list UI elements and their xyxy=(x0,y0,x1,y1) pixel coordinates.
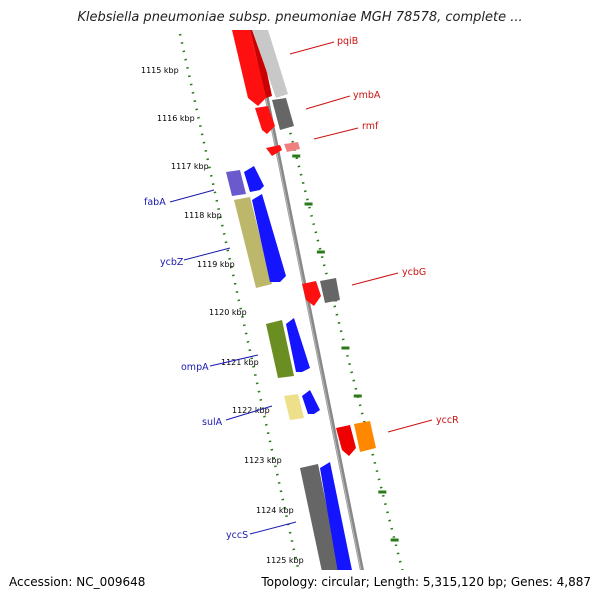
genome-summary: Topology: circular; Length: 5,315,120 bp… xyxy=(261,575,591,589)
label-leader-line xyxy=(351,272,399,286)
gene-label-sulA[interactable]: sulA xyxy=(202,417,223,428)
label-leader-line xyxy=(169,189,215,203)
gene-label-ymbA[interactable]: ymbA xyxy=(353,90,381,101)
kbp-tick-label: 1121 kbp xyxy=(221,358,259,367)
gene-ompA[interactable] xyxy=(266,318,310,378)
accession-text: Accession: NC_009648 xyxy=(9,575,146,589)
gene-label-ycbG[interactable]: ycbG xyxy=(402,267,426,278)
kbp-tick-label: 1118 kbp xyxy=(184,211,222,220)
label-leader-line xyxy=(289,41,335,55)
kbp-tick-label: 1115 kbp xyxy=(141,66,179,75)
gene-fabA[interactable] xyxy=(226,166,264,196)
kbp-tick-label: 1123 kbp xyxy=(244,456,282,465)
label-leader-line xyxy=(225,405,273,421)
label-leader-line xyxy=(305,95,351,110)
kbp-tick-label: 1116 kbp xyxy=(157,114,195,123)
map-title: Klebsiella pneumoniae subsp. pneumoniae … xyxy=(77,10,523,25)
gene-label-fabA[interactable]: fabA xyxy=(144,197,166,208)
tick-rail-left xyxy=(178,33,300,570)
gene-label-yccS[interactable]: yccS xyxy=(226,530,248,541)
gene-pqiB[interactable] xyxy=(232,30,288,106)
label-leader-line xyxy=(249,521,297,535)
kbp-tick-label: 1117 kbp xyxy=(171,162,209,171)
label-leader-line xyxy=(183,247,231,261)
gene-yccS[interactable] xyxy=(300,462,360,600)
gene-label-ompA[interactable]: ompA xyxy=(181,362,209,373)
gene-label-ycbZ[interactable]: ycbZ xyxy=(160,257,184,268)
gene-sulA[interactable] xyxy=(284,390,320,420)
kbp-tick-label: 1120 kbp xyxy=(209,308,247,317)
kbp-tick-label: 1125 kbp xyxy=(266,556,304,565)
gene-yccR[interactable] xyxy=(336,421,376,456)
gene-label-rmf[interactable]: rmf xyxy=(362,121,379,132)
gene-ycbZ[interactable] xyxy=(234,194,286,288)
gene-label-pqiB[interactable]: pqiB xyxy=(337,36,358,47)
kbp-tick-label: 1122 kbp xyxy=(232,406,270,415)
gene-label-yccR[interactable]: yccR xyxy=(436,415,459,426)
kbp-labels: 1115 kbp 1116 kbp 1117 kbp 1118 kbp 1119 kbp… xyxy=(141,66,304,565)
kbp-tick-label: 1124 kbp xyxy=(256,506,294,515)
gene-ymbA[interactable] xyxy=(255,98,294,134)
gene-labels: fabA ycbZ ompA sulA yccS pqiB ymbA rmf ycbG yccR xyxy=(144,36,459,541)
kbp-tick-label: 1119 kbp xyxy=(197,260,235,269)
label-leader-line xyxy=(313,127,359,140)
label-leader-line xyxy=(387,419,433,433)
label-leader-line xyxy=(209,354,259,367)
gene-rmf[interactable] xyxy=(266,142,300,156)
gene-ycbG[interactable] xyxy=(302,278,340,306)
